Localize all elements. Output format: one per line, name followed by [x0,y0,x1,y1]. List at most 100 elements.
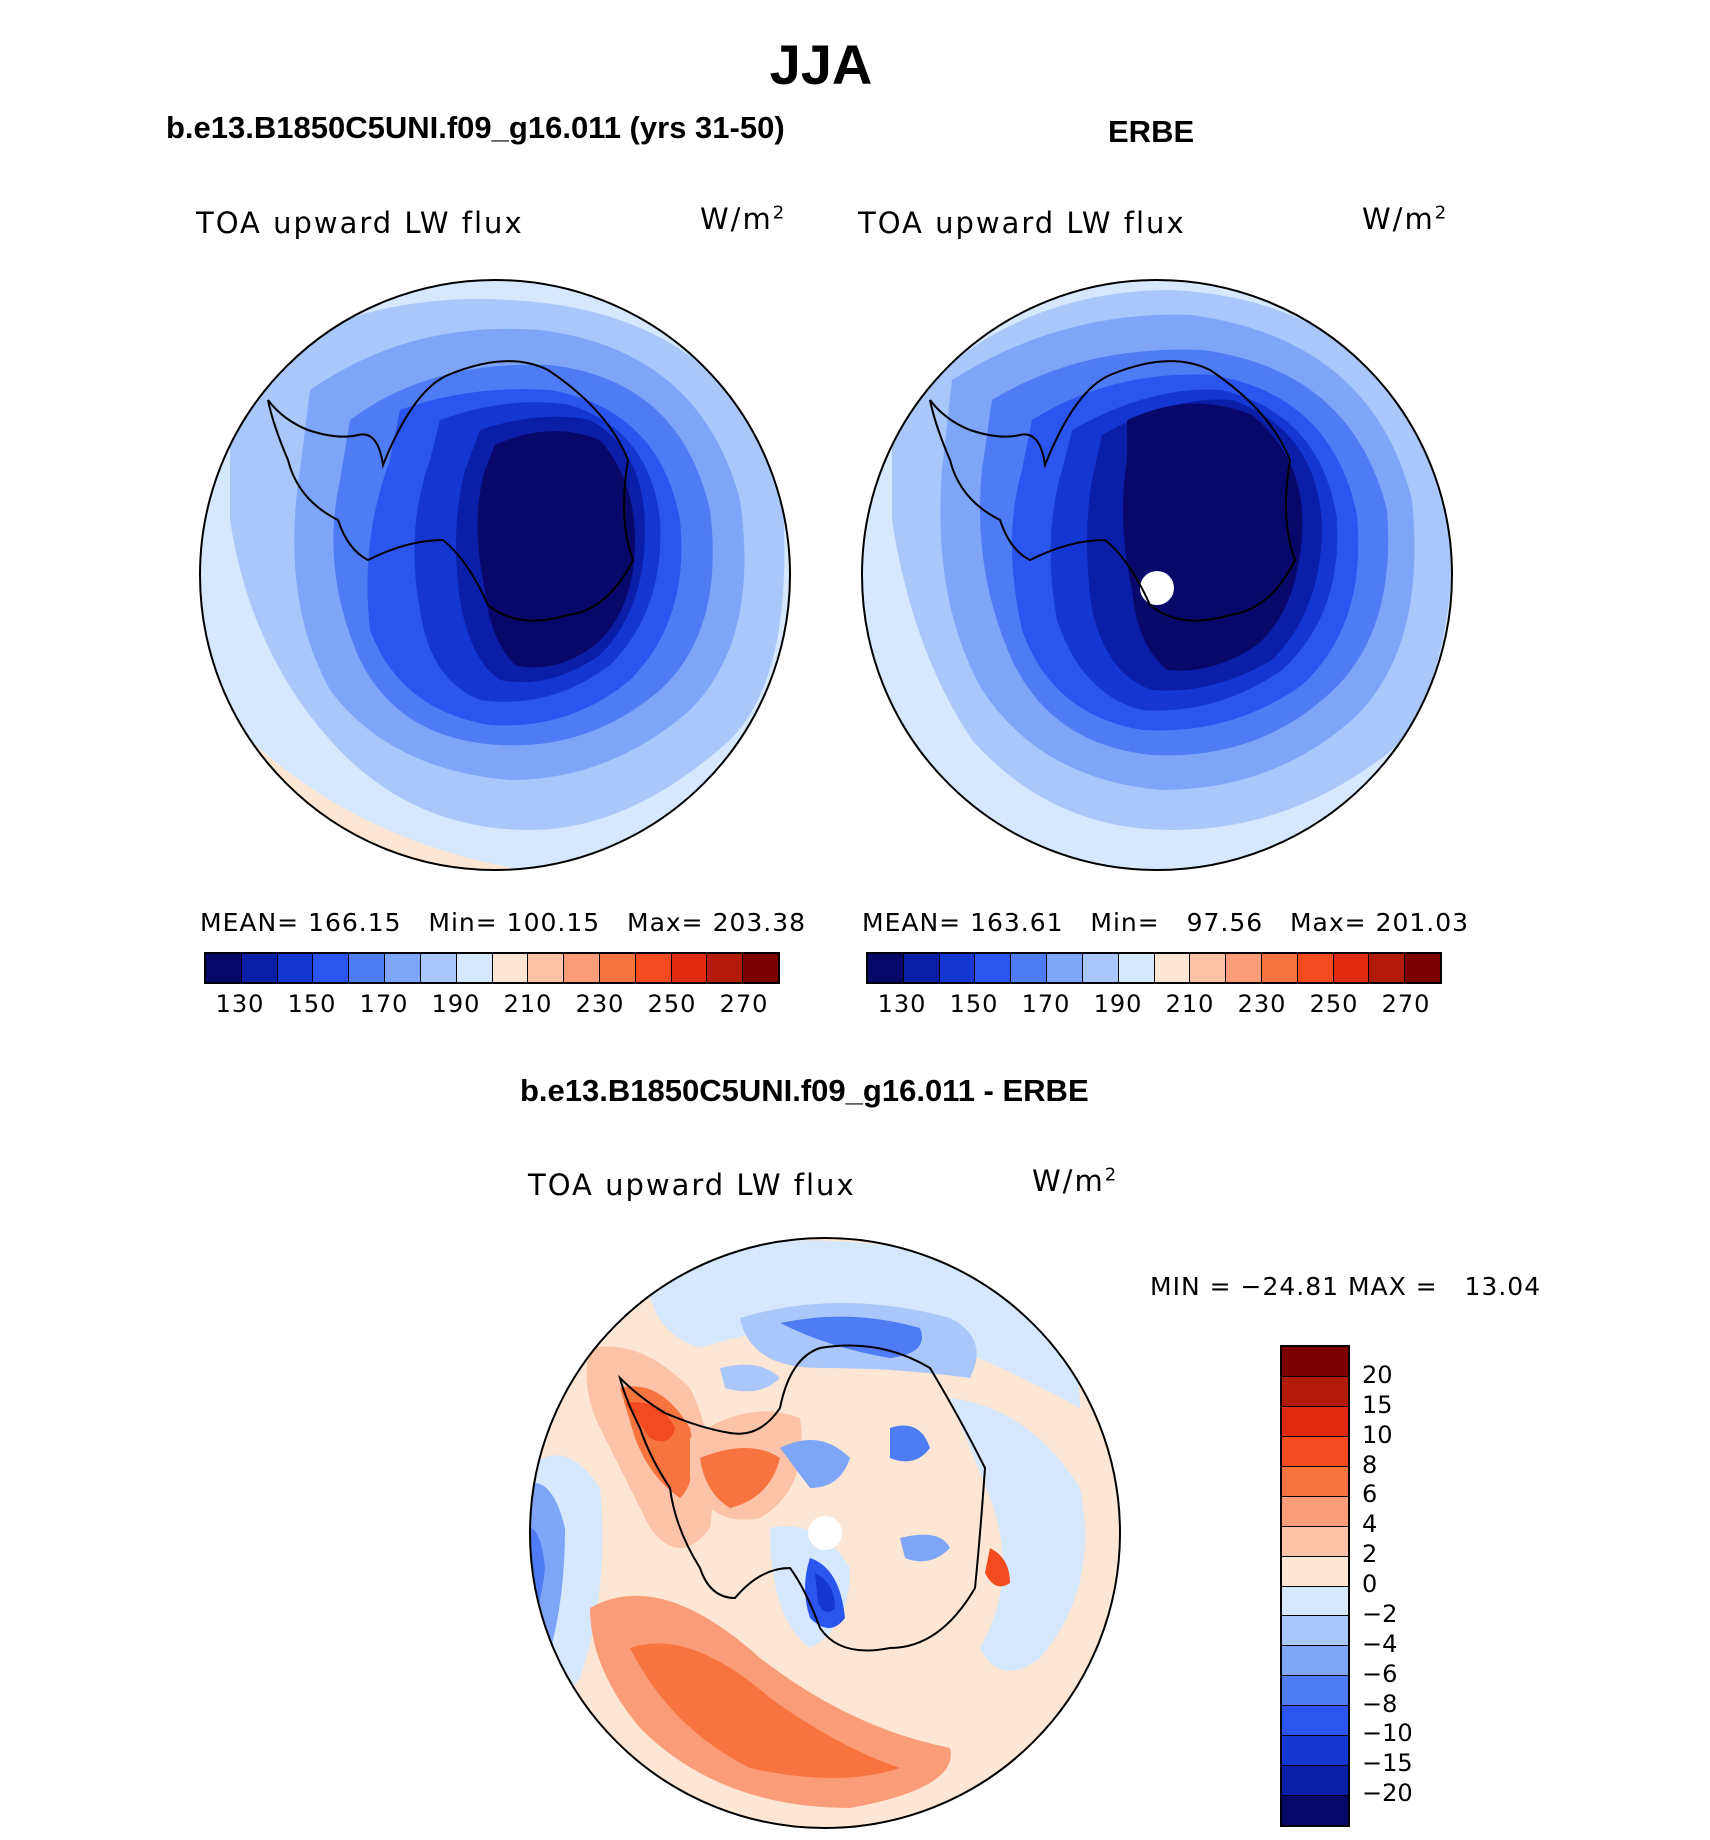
colorbar-swatch [1154,954,1191,982]
colorbar-swatch [635,954,672,982]
colorbar-tick-label: 0 [1362,1570,1378,1598]
colorbar-tick-label: 270 [1381,990,1431,1018]
colorbar-swatch [1282,1586,1348,1617]
colorbar-swatch [1226,954,1262,982]
panel1-map [199,279,791,871]
colorbar-tick-label: 170 [359,990,409,1018]
colorbar-swatch [1282,1796,1348,1825]
colorbar-swatch [420,954,457,982]
panel3-title: b.e13.B1850C5UNI.f09_g16.011 - ERBE [520,1073,1089,1108]
colorbar-tick-label: 150 [287,990,337,1018]
panel2-units: W/m2 [1362,202,1447,236]
colorbar-tick-label: 170 [1021,990,1071,1018]
colorbar-swatch [206,954,242,982]
colorbar-tick-label: 15 [1362,1390,1393,1419]
colorbar-tick-label: −20 [1362,1779,1413,1808]
colorbar-swatch [903,954,940,982]
colorbar-tick-label: −15 [1362,1749,1413,1778]
panel2-variable: TOA upward LW flux [858,206,1186,240]
colorbar-swatch [1118,954,1155,982]
colorbar-swatch [1047,954,1083,982]
panel1-colorbar-labels: 130 150 170 190 210 230 250 270 [204,990,776,1020]
panel2-colorbar-labels: 130 150 170 190 210 230 250 270 [866,990,1438,1020]
panel3-colorbar [1280,1345,1350,1827]
colorbar-tick-label: 8 [1362,1450,1378,1479]
colorbar-tick-label: 2 [1362,1540,1378,1569]
colorbar-swatch [1282,1616,1348,1647]
colorbar-tick-label: 230 [575,990,625,1018]
colorbar-swatch [385,954,421,982]
colorbar-swatch [456,954,493,982]
band-130 [477,431,635,668]
figure-title: JJA [769,33,873,96]
colorbar-tick-label: 190 [431,990,481,1018]
colorbar-swatch [1282,1676,1348,1707]
colorbar-tick-label: 190 [1093,990,1143,1018]
colorbar-swatch [743,954,778,982]
pos8-central [700,1448,780,1508]
colorbar-tick-label: 230 [1237,990,1287,1018]
colorbar-swatch [1082,954,1119,982]
colorbar-tick-label: −6 [1362,1659,1398,1688]
colorbar-swatch [1369,954,1406,982]
colorbar-swatch [1261,954,1298,982]
colorbar-swatch [1011,954,1048,982]
colorbar-tick-label: 250 [1309,990,1359,1018]
panel1-variable: TOA upward LW flux [196,206,524,240]
colorbar-swatch [1282,1376,1348,1407]
colorbar-swatch [349,954,386,982]
neg6-isle [900,1534,950,1562]
panel3-units: W/m2 [1032,1164,1117,1198]
colorbar-swatch [564,954,600,982]
antarctica-coastline [267,360,635,622]
colorbar-swatch [939,954,976,982]
missing-data-pole [808,1516,842,1550]
antarctica-coastline [618,1344,987,1652]
colorbar-tick-label: −2 [1362,1599,1398,1628]
panel3-map [529,1237,1121,1829]
panel3-colorbar-labels: 20 15 10 8 6 4 2 0 −2 −4 −6 −8 −10 −15 −20 [1362,1345,1462,1823]
colorbar-tick-label: −10 [1362,1719,1413,1748]
colorbar-swatch [528,954,565,982]
missing-data-pole [1140,571,1174,605]
colorbar-swatch [241,954,278,982]
panel1-stats: MEAN= 166.15 Min= 100.15 Max= 203.38 [200,908,807,937]
colorbar-tick-label: 270 [719,990,769,1018]
colorbar-swatch [1282,1646,1348,1677]
colorbar-swatch [707,954,744,982]
colorbar-swatch [599,954,636,982]
colorbar-swatch [492,954,529,982]
antarctica-coastline [929,360,1297,622]
colorbar-swatch [1282,1766,1348,1797]
colorbar-swatch [1282,1436,1348,1467]
neg4-isle [720,1364,780,1392]
colorbar-tick-label: −8 [1362,1689,1398,1718]
colorbar-swatch [1405,954,1440,982]
panel2-colorbar [866,952,1442,984]
neg8-north [780,1316,922,1358]
colorbar-swatch [1282,1496,1348,1527]
colorbar-swatch [1282,1736,1348,1767]
panel2-map [861,279,1453,871]
colorbar-tick-label: 210 [503,990,553,1018]
colorbar-swatch [671,954,708,982]
colorbar-swatch [1282,1526,1348,1557]
colorbar-swatch [1282,1406,1348,1437]
colorbar-swatch [1282,1466,1348,1497]
colorbar-swatch [1297,954,1334,982]
colorbar-tick-label: 150 [949,990,999,1018]
colorbar-swatch [277,954,314,982]
neg8-isle [890,1425,930,1462]
colorbar-swatch [313,954,350,982]
colorbar-swatch [1282,1556,1348,1587]
colorbar-tick-label: 130 [877,990,927,1018]
pos10-east [985,1548,1010,1587]
colorbar-swatch [868,954,904,982]
neg15-core [815,1573,835,1612]
panel3-stats: MIN = −24.81 MAX = 13.04 [1150,1272,1542,1301]
colorbar-swatch [1190,954,1227,982]
colorbar-swatch [1282,1347,1348,1377]
panel1-colorbar [204,952,780,984]
colorbar-tick-label: 20 [1362,1360,1393,1389]
colorbar-tick-label: 4 [1362,1510,1378,1539]
